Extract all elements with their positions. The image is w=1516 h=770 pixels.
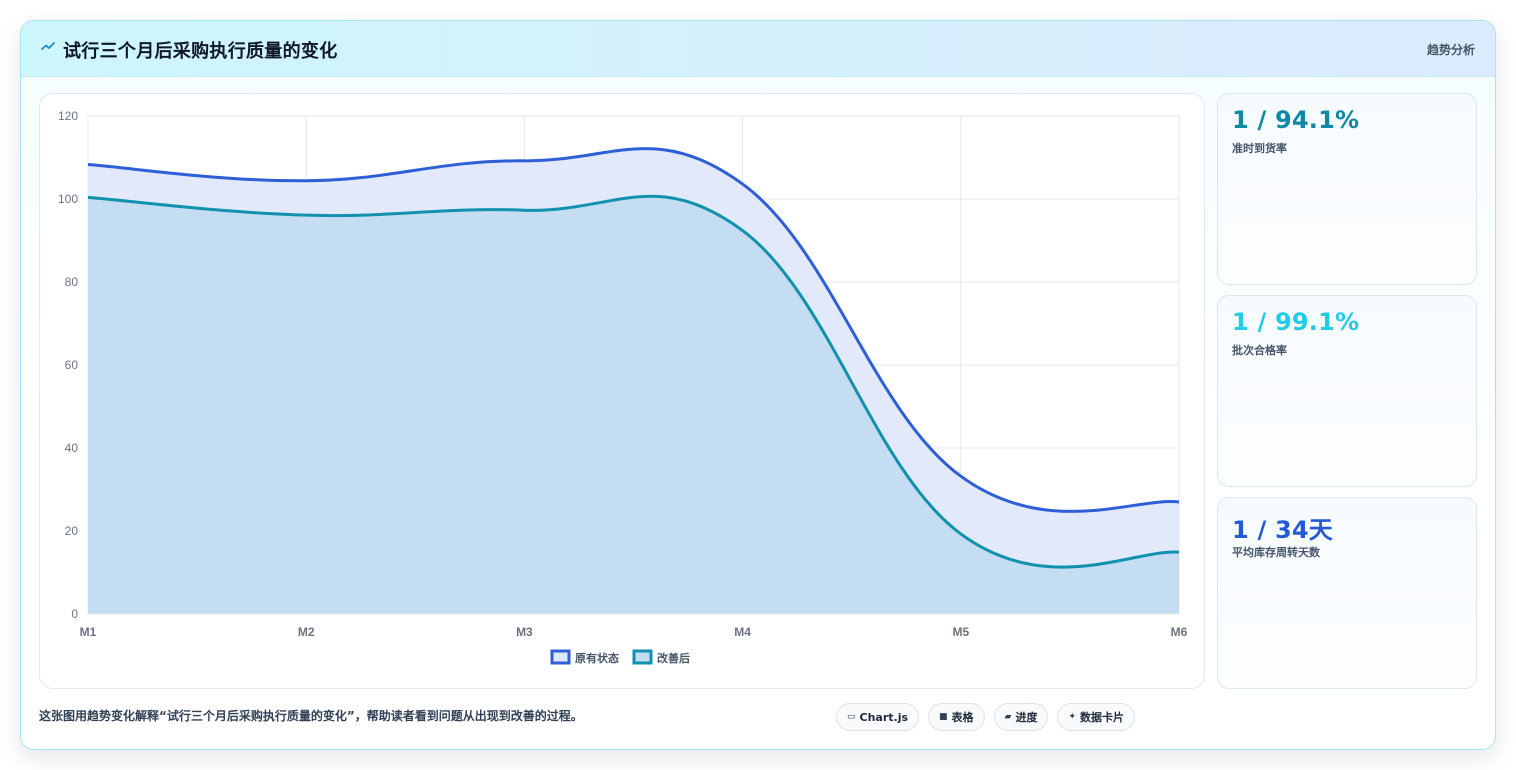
kpi-card-turnover: 1 / 34天 平均库存周转天数 bbox=[1217, 497, 1477, 689]
kpi-label: 准时到货率 bbox=[1232, 142, 1287, 155]
x-tick-label: M3 bbox=[516, 625, 533, 639]
table-icon: ■ bbox=[939, 712, 948, 722]
y-tick-label: 20 bbox=[65, 524, 79, 538]
legend-label: 原有状态 bbox=[575, 651, 619, 665]
chart-panel: 0 20 40 60 80 100 120 M1 M2 M3 M4 M5 M6 原有状态 改善后 bbox=[39, 93, 1205, 689]
chip-data-card[interactable]: ✦ 数据卡片 bbox=[1057, 703, 1136, 731]
chip-label: 数据卡片 bbox=[1080, 711, 1125, 724]
kpi-label: 平均库存周转天数 bbox=[1232, 546, 1320, 559]
analysis-badge[interactable]: 趋势分析 bbox=[1426, 43, 1475, 57]
y-tick-label: 120 bbox=[58, 109, 78, 123]
legend-swatch bbox=[550, 649, 571, 665]
chart-icon: ▭ bbox=[847, 712, 856, 722]
y-tick-label: 80 bbox=[65, 275, 79, 289]
chart-caption: 这张图用趋势变化解释“试行三个月后采购执行质量的变化”，帮助读者看到问题从出现到… bbox=[39, 709, 583, 723]
sparkle-icon: ✦ bbox=[1068, 712, 1077, 722]
series-area-2 bbox=[88, 196, 1179, 615]
kpi-label: 批次合格率 bbox=[1232, 344, 1287, 357]
chart-card: 试行三个月后采购执行质量的变化 趋势分析 0 20 40 60 80 100 120 M1 M2… bbox=[20, 20, 1496, 750]
progress-icon: ▰ bbox=[1004, 712, 1012, 722]
legend-swatch bbox=[632, 649, 653, 665]
chip-table[interactable]: ■ 表格 bbox=[928, 703, 985, 731]
x-tick-label: M6 bbox=[1171, 625, 1188, 639]
card-header: 试行三个月后采购执行质量的变化 趋势分析 bbox=[21, 21, 1495, 77]
x-tick-label: M5 bbox=[952, 625, 969, 639]
chip-chartjs[interactable]: ▭ Chart.js bbox=[836, 703, 920, 731]
chip-label: Chart.js bbox=[859, 710, 909, 724]
kpi-value: 1 / 34天 bbox=[1232, 516, 1333, 544]
tech-chips: ▭ Chart.js ■ 表格 ▰ 进度 ✦ 数据卡片 bbox=[836, 703, 1136, 731]
kpi-card-pass-rate: 1 / 99.1% 批次合格率 bbox=[1217, 295, 1477, 487]
kpi-value: 1 / 94.1% bbox=[1232, 106, 1360, 134]
kpi-value: 1 / 99.1% bbox=[1232, 308, 1360, 336]
x-tick-label: M4 bbox=[734, 625, 751, 639]
trend-icon bbox=[41, 42, 55, 50]
y-tick-label: 100 bbox=[58, 192, 78, 206]
chip-label: 表格 bbox=[951, 711, 974, 724]
x-tick-label: M2 bbox=[298, 625, 315, 639]
kpi-card-ontime: 1 / 94.1% 准时到货率 bbox=[1217, 93, 1477, 285]
chip-label: 进度 bbox=[1015, 711, 1038, 724]
chip-progress[interactable]: ▰ 进度 bbox=[993, 703, 1049, 731]
series-line-2 bbox=[87, 194, 1180, 569]
legend-label: 改善后 bbox=[657, 651, 690, 665]
area-chart: 0 20 40 60 80 100 120 M1 M2 M3 M4 M5 M6 原有状态 改善后 bbox=[58, 109, 1188, 665]
y-tick-label: 0 bbox=[71, 607, 78, 621]
y-tick-label: 60 bbox=[65, 358, 79, 372]
series-line-1 bbox=[87, 147, 1180, 513]
y-tick-label: 40 bbox=[65, 441, 79, 455]
page-title: 试行三个月后采购执行质量的变化 bbox=[63, 41, 338, 62]
x-tick-label: M1 bbox=[80, 625, 97, 639]
